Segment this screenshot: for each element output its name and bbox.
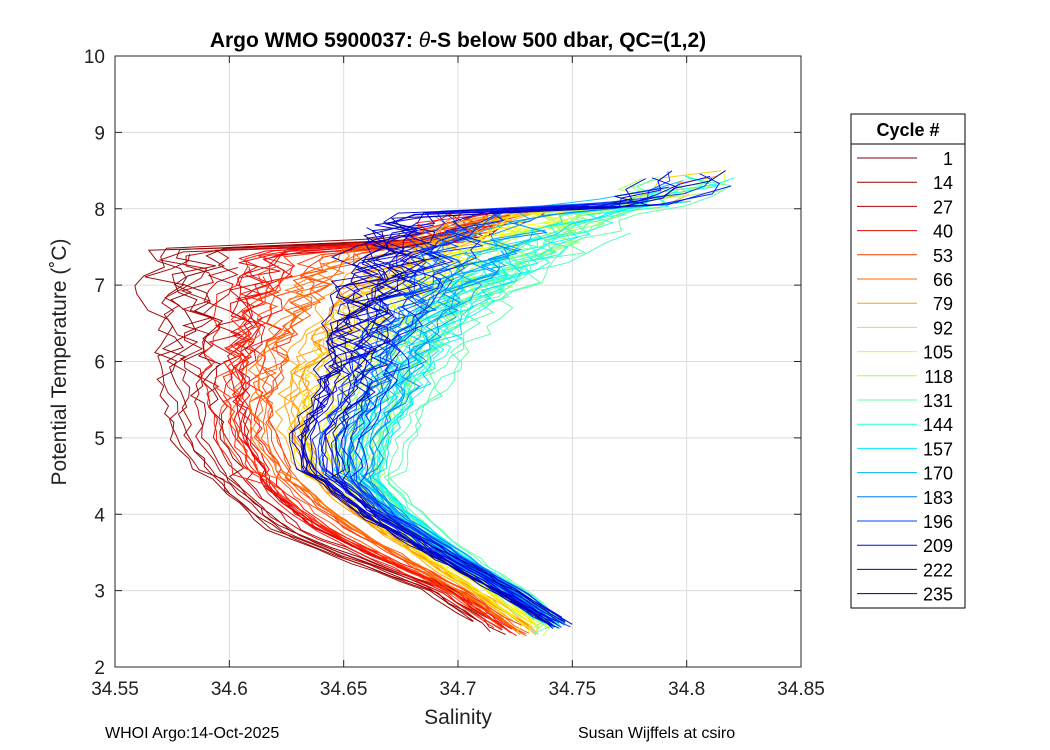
y-tick-label: 6 xyxy=(94,353,105,374)
legend-label-cycle: 53 xyxy=(933,246,953,266)
profile-line-cycle-69 xyxy=(274,193,650,622)
legend-label-cycle: 118 xyxy=(924,367,953,387)
legend-label-cycle: 222 xyxy=(923,560,953,580)
profile-line-cycle-195 xyxy=(330,177,713,626)
profile-line-cycle-9 xyxy=(144,253,474,622)
legend-box xyxy=(850,113,966,609)
profiles xyxy=(134,170,735,637)
profile-line-cycle-85 xyxy=(286,243,504,616)
profile-line-cycle-215 xyxy=(300,170,673,628)
profile-line-cycle-91 xyxy=(331,202,631,615)
profile-line-cycle-207 xyxy=(349,185,731,618)
profile-line-cycle-179 xyxy=(360,202,679,622)
legend-label-cycle: 14 xyxy=(933,173,953,193)
profile-line-cycle-235 xyxy=(330,221,566,623)
profile-line-cycle-67 xyxy=(290,175,718,630)
legend: Cycle # 1 14 27 40 53 66 79 92 105 118 131 144 157 17… xyxy=(850,113,966,609)
profile-line-cycle-205 xyxy=(334,225,556,622)
profile-line-cycle-17 xyxy=(197,267,503,631)
profile-line-cycle-57 xyxy=(247,256,519,632)
profile-line-cycle-19 xyxy=(226,215,504,621)
profile-line-cycle-97 xyxy=(304,192,641,633)
x-tick-label: 34.6 xyxy=(211,679,248,700)
x-tick-label: 34.75 xyxy=(549,679,597,700)
profile-line-cycle-31 xyxy=(245,216,496,615)
profile-line-cycle-233 xyxy=(297,170,726,616)
chart-title: Argo WMO 5900037: θ-S below 500 dbar, QC… xyxy=(210,29,706,52)
profile-line-cycle-5 xyxy=(134,210,488,622)
profile-line-cycle-3 xyxy=(147,216,484,620)
profile-line-cycle-133 xyxy=(383,232,632,615)
legend-label-cycle: 27 xyxy=(933,197,953,217)
legend-label-cycle: 170 xyxy=(923,464,953,484)
x-tick-label: 34.85 xyxy=(777,679,825,700)
profile-line-cycle-7 xyxy=(171,214,510,635)
legend-label-cycle: 157 xyxy=(923,439,953,459)
legend-label-cycle: 92 xyxy=(933,318,953,338)
y-tick-label: 8 xyxy=(94,200,105,221)
profile-line-cycle-193 xyxy=(320,171,671,615)
legend-label-cycle: 235 xyxy=(923,585,953,605)
legend-label-cycle: 144 xyxy=(923,415,953,435)
legend-label-cycle: 105 xyxy=(923,343,953,363)
grid xyxy=(115,56,801,667)
profile-line-cycle-231 xyxy=(289,227,552,627)
profile-line-cycle-15 xyxy=(203,210,537,633)
profile-line-cycle-223 xyxy=(302,205,589,615)
x-tick-label: 34.7 xyxy=(440,679,477,700)
profile-line-cycle-33 xyxy=(223,210,487,615)
y-tick-label: 5 xyxy=(94,429,105,450)
y-tick-label: 7 xyxy=(94,276,105,297)
profile-line-cycle-225 xyxy=(324,224,563,624)
legend-label-cycle: 79 xyxy=(933,294,953,314)
x-tick-label: 34.55 xyxy=(91,679,139,700)
profile-line-cycle-217 xyxy=(300,234,551,626)
y-tick-label: 3 xyxy=(94,582,105,603)
profile-line-cycle-203 xyxy=(357,173,721,622)
profile-line-cycle-227 xyxy=(341,249,573,625)
profile-line-cycle-211 xyxy=(320,175,711,628)
profile-line-cycle-53 xyxy=(252,215,523,635)
profile-line-cycle-49 xyxy=(229,215,503,629)
profile-line-cycle-13 xyxy=(179,223,482,623)
x-tick-label: 34.8 xyxy=(668,679,705,700)
legend-label-cycle: 40 xyxy=(933,222,953,242)
profile-line-cycle-43 xyxy=(214,265,503,631)
footer-credit-left: WHOI Argo:14-Oct-2025 xyxy=(105,725,280,742)
x-tick-label: 34.65 xyxy=(320,679,368,700)
profile-line-cycle-55 xyxy=(254,212,527,637)
legend-label-cycle: 131 xyxy=(923,391,953,411)
x-axis-label: Salinity xyxy=(424,706,492,729)
profile-line-cycle-11 xyxy=(158,213,491,633)
y-tick-label: 10 xyxy=(84,47,105,68)
footer-credit-right: Susan Wijffels at csiro xyxy=(578,725,736,742)
profile-line-cycle-35 xyxy=(200,214,495,629)
legend-label-cycle: 196 xyxy=(923,512,953,532)
profile-line-cycle-71 xyxy=(289,239,508,618)
profile-line-cycle-155 xyxy=(351,193,654,629)
y-tick-label: 2 xyxy=(94,658,105,679)
y-tick-label: 4 xyxy=(94,505,105,526)
profile-line-cycle-39 xyxy=(221,213,512,634)
legend-label-cycle: 209 xyxy=(923,536,953,556)
profile-line-cycle-25 xyxy=(223,211,491,615)
axis-ticks: 34.55 34.6 34.65 34.7 34.75 34.8 34.85 2 3 4 5 6 7 8 9… xyxy=(84,47,825,700)
y-axis-label: Potential Temperature (˚C) xyxy=(48,238,71,485)
profile-line-cycle-145 xyxy=(373,177,735,621)
profile-line-cycle-45 xyxy=(249,211,527,635)
y-tick-label: 9 xyxy=(94,123,105,144)
profile-line-cycle-93 xyxy=(321,222,532,633)
profile-line-cycle-59 xyxy=(248,213,521,636)
legend-label-cycle: 183 xyxy=(923,488,953,508)
legend-label-cycle: 1 xyxy=(943,149,953,169)
profile-line-cycle-129 xyxy=(388,177,733,619)
legend-title: Cycle # xyxy=(876,120,939,140)
legend-label-cycle: 66 xyxy=(933,270,953,290)
